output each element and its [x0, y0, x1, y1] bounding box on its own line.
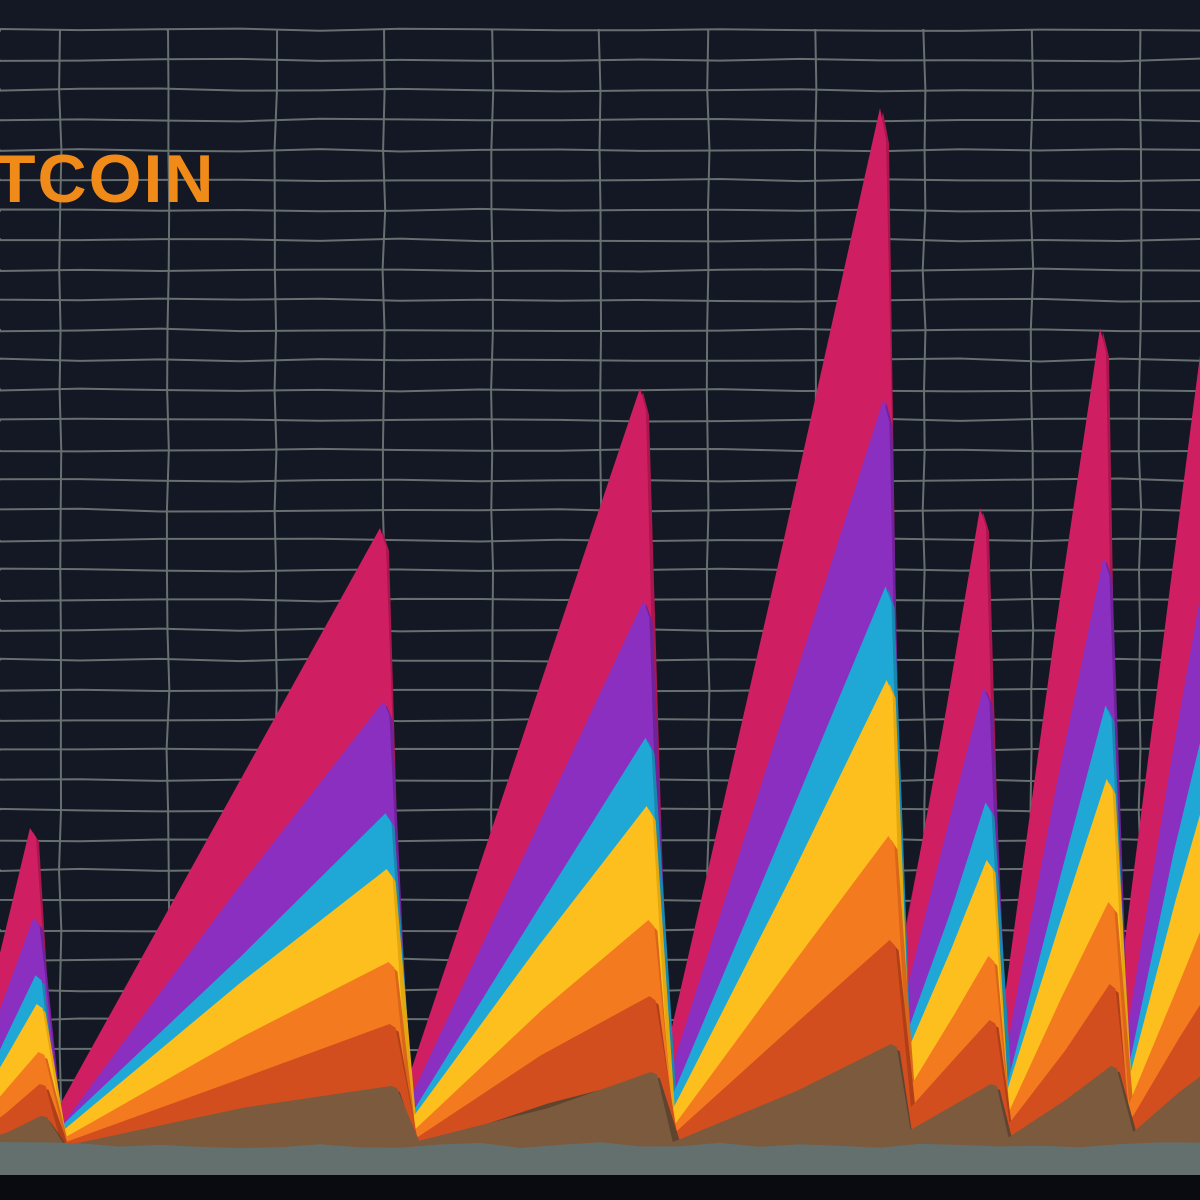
bitcoin-logo-text: TCOIN	[0, 140, 216, 218]
footer-band	[0, 1175, 1200, 1200]
